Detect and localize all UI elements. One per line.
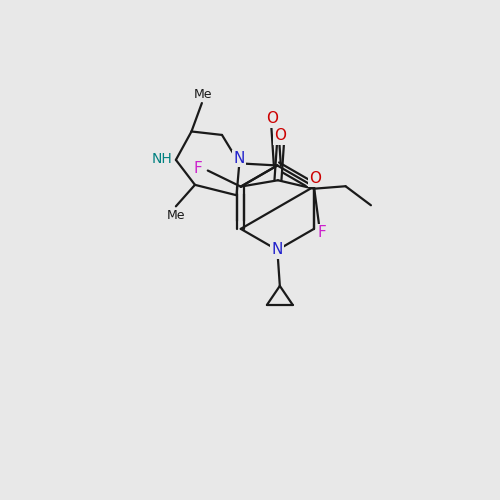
Text: NH: NH (152, 152, 172, 166)
Text: Me: Me (166, 209, 185, 222)
Text: F: F (194, 161, 202, 176)
Text: N: N (234, 151, 245, 166)
Text: O: O (274, 128, 286, 144)
Text: F: F (317, 225, 326, 240)
Text: N: N (272, 242, 283, 258)
Text: O: O (266, 112, 278, 126)
Text: O: O (309, 172, 321, 186)
Text: Me: Me (194, 88, 212, 101)
